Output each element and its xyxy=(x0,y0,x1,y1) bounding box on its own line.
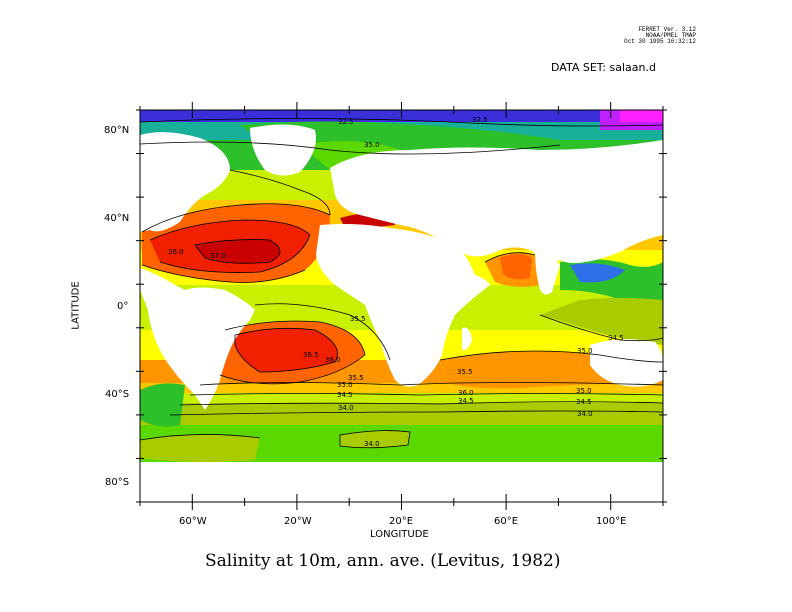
x-tick-label: 20°W xyxy=(284,516,312,527)
contour-label: 36.0 xyxy=(325,356,341,364)
y-tick-label: 40°N xyxy=(104,213,130,224)
x-axis-label: LONGITUDE xyxy=(370,529,429,540)
ferret-org: NOAA/PMEL TMAP xyxy=(645,32,696,39)
contour-label: 36.5 xyxy=(303,351,319,359)
ferret-header: FERRET Ver. 3.12 NOAA/PMEL TMAP Oct 30 1… xyxy=(624,27,696,45)
contour-label: 35.0 xyxy=(576,387,592,395)
x-tick-label: 20°E xyxy=(389,516,414,527)
contour-label: 36.0 xyxy=(458,389,474,397)
contour-label: 35.5 xyxy=(457,368,473,376)
contour-label: 35.0 xyxy=(364,141,380,149)
ferret-timestamp: Oct 30 1995 16:32:12 xyxy=(623,38,696,45)
contour-label: 34.5 xyxy=(458,397,474,405)
contour-label: 35.0 xyxy=(337,381,353,389)
y-tick-label: 0° xyxy=(117,301,129,312)
contour-label: 32.5 xyxy=(472,116,488,124)
y-tick-label: 80°S xyxy=(105,477,130,488)
y-ticks xyxy=(136,109,667,503)
contour-label: 34.0 xyxy=(364,440,380,448)
contour-label: 34.5 xyxy=(608,334,624,342)
y-tick-label: 80°N xyxy=(104,125,130,136)
x-ticks xyxy=(139,102,664,510)
contour-label: 35.0 xyxy=(577,347,593,355)
ferret-version: FERRET Ver. 3.12 xyxy=(638,26,696,33)
y-tick-label: 40°S xyxy=(105,389,130,400)
contour-label: 34.0 xyxy=(338,404,354,412)
contour-label: 32.5 xyxy=(338,118,354,126)
contour-label: 34.5 xyxy=(337,391,353,399)
contour-label: 34.0 xyxy=(577,410,593,418)
chart-title: Salinity at 10m, ann. ave. (Levitus, 198… xyxy=(205,551,561,571)
contour-label-group: 32.5 32.5 35.0 36.0 37.0 35.5 36.5 36.0 … xyxy=(168,116,624,448)
x-tick-label: 60°W xyxy=(179,516,207,527)
salinity-field xyxy=(140,110,663,502)
contour-label: 37.0 xyxy=(210,252,226,260)
contour-label: 35.5 xyxy=(348,374,364,382)
contour-label: 34.5 xyxy=(576,398,592,406)
x-tick-label: 60°E xyxy=(494,516,519,527)
y-axis-label: LATITUDE xyxy=(70,281,82,330)
contour-label: 35.5 xyxy=(350,315,366,323)
x-tick-label: 100°E xyxy=(596,516,627,527)
dataset-label: DATA SET: salaan.d xyxy=(551,61,656,74)
land-masses xyxy=(140,124,663,410)
contour-lines xyxy=(140,118,663,449)
contour-label: 36.0 xyxy=(168,248,184,256)
